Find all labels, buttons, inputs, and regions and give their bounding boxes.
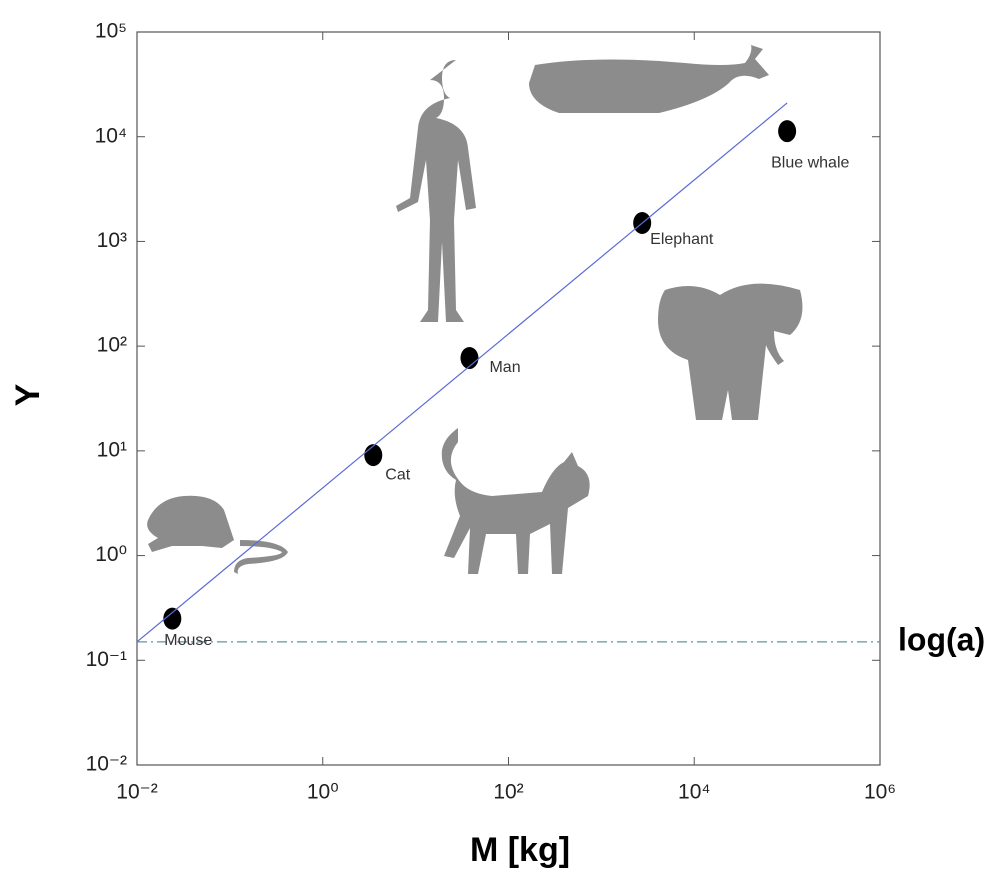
y-tick-label: 10¹ xyxy=(97,438,127,461)
cat-silhouette xyxy=(442,428,590,574)
silhouettes xyxy=(147,45,802,574)
x-tick-label: 10⁻² xyxy=(116,781,157,804)
plot-frame xyxy=(137,32,880,765)
reference-label: log(a) xyxy=(898,621,985,657)
whale-silhouette xyxy=(529,45,769,113)
man-silhouette xyxy=(396,60,476,322)
y-tick-label: 10⁻¹ xyxy=(86,648,127,671)
x-tick-label: 10⁴ xyxy=(678,781,710,804)
point-label: Blue whale xyxy=(771,154,849,171)
y-tick-label: 10⁵ xyxy=(95,20,127,43)
y-tick-label: 10⁰ xyxy=(95,543,127,566)
chart: M [kg] Y 10⁻² 10⁰ 10² 10⁴ 10⁶ 10⁻² 10⁻¹ 10⁰ 10¹ 1… xyxy=(0,0,1008,872)
point-label: Mouse xyxy=(164,632,212,649)
x-tick-label: 10² xyxy=(493,781,523,804)
x-axis-label: M [kg] xyxy=(470,831,570,869)
data-point xyxy=(778,120,796,142)
data-point xyxy=(364,444,382,466)
elephant-silhouette xyxy=(658,284,802,420)
point-label: Man xyxy=(489,359,520,376)
data-point xyxy=(163,608,181,630)
x-tick-label: 10⁶ xyxy=(864,781,896,804)
y-axis-label: Y xyxy=(9,383,47,406)
y-tick-label: 10² xyxy=(97,334,127,357)
y-tick-label: 10³ xyxy=(97,229,127,252)
x-tick-label: 10⁰ xyxy=(307,781,339,804)
point-label: Cat xyxy=(385,466,410,483)
y-tick-label: 10⁴ xyxy=(95,124,127,147)
point-label: Elephant xyxy=(650,231,714,248)
y-tick-label: 10⁻² xyxy=(86,753,127,776)
